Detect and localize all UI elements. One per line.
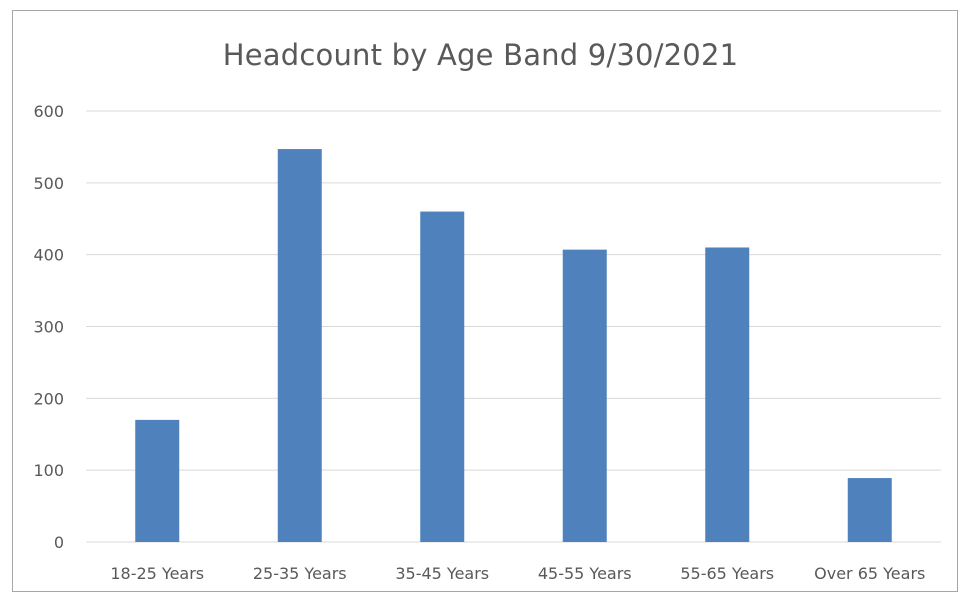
bar-45-55-years <box>562 249 607 542</box>
x-axis-ticks: 18-25 Years 25-35 Years 35-45 Years 45-55 Y… <box>110 564 925 583</box>
x-tick-label: 18-25 Years <box>110 564 204 583</box>
y-tick-label: 500 <box>33 174 64 193</box>
y-tick-label: 100 <box>33 461 64 480</box>
y-axis-ticks: 0 100 200 300 400 500 600 <box>33 102 64 552</box>
y-tick-label: 300 <box>33 318 64 337</box>
bar-55-65-years <box>705 247 750 542</box>
y-tick-label: 600 <box>33 102 64 121</box>
bars <box>135 149 892 543</box>
x-tick-label: 45-55 Years <box>538 564 632 583</box>
x-tick-label: Over 65 Years <box>814 564 925 583</box>
bar-35-45-years <box>420 211 465 543</box>
bar-25-35-years <box>277 149 322 543</box>
x-tick-label: 25-35 Years <box>253 564 347 583</box>
chart-title: Headcount by Age Band 9/30/2021 <box>222 38 739 72</box>
bar-18-25-years <box>135 419 180 542</box>
y-tick-label: 0 <box>54 533 64 552</box>
gridlines <box>86 110 941 543</box>
x-tick-label: 55-65 Years <box>680 564 774 583</box>
bar-over-65-years <box>847 478 892 542</box>
y-tick-label: 200 <box>33 389 64 408</box>
y-tick-label: 400 <box>33 246 64 265</box>
x-tick-label: 35-45 Years <box>395 564 489 583</box>
